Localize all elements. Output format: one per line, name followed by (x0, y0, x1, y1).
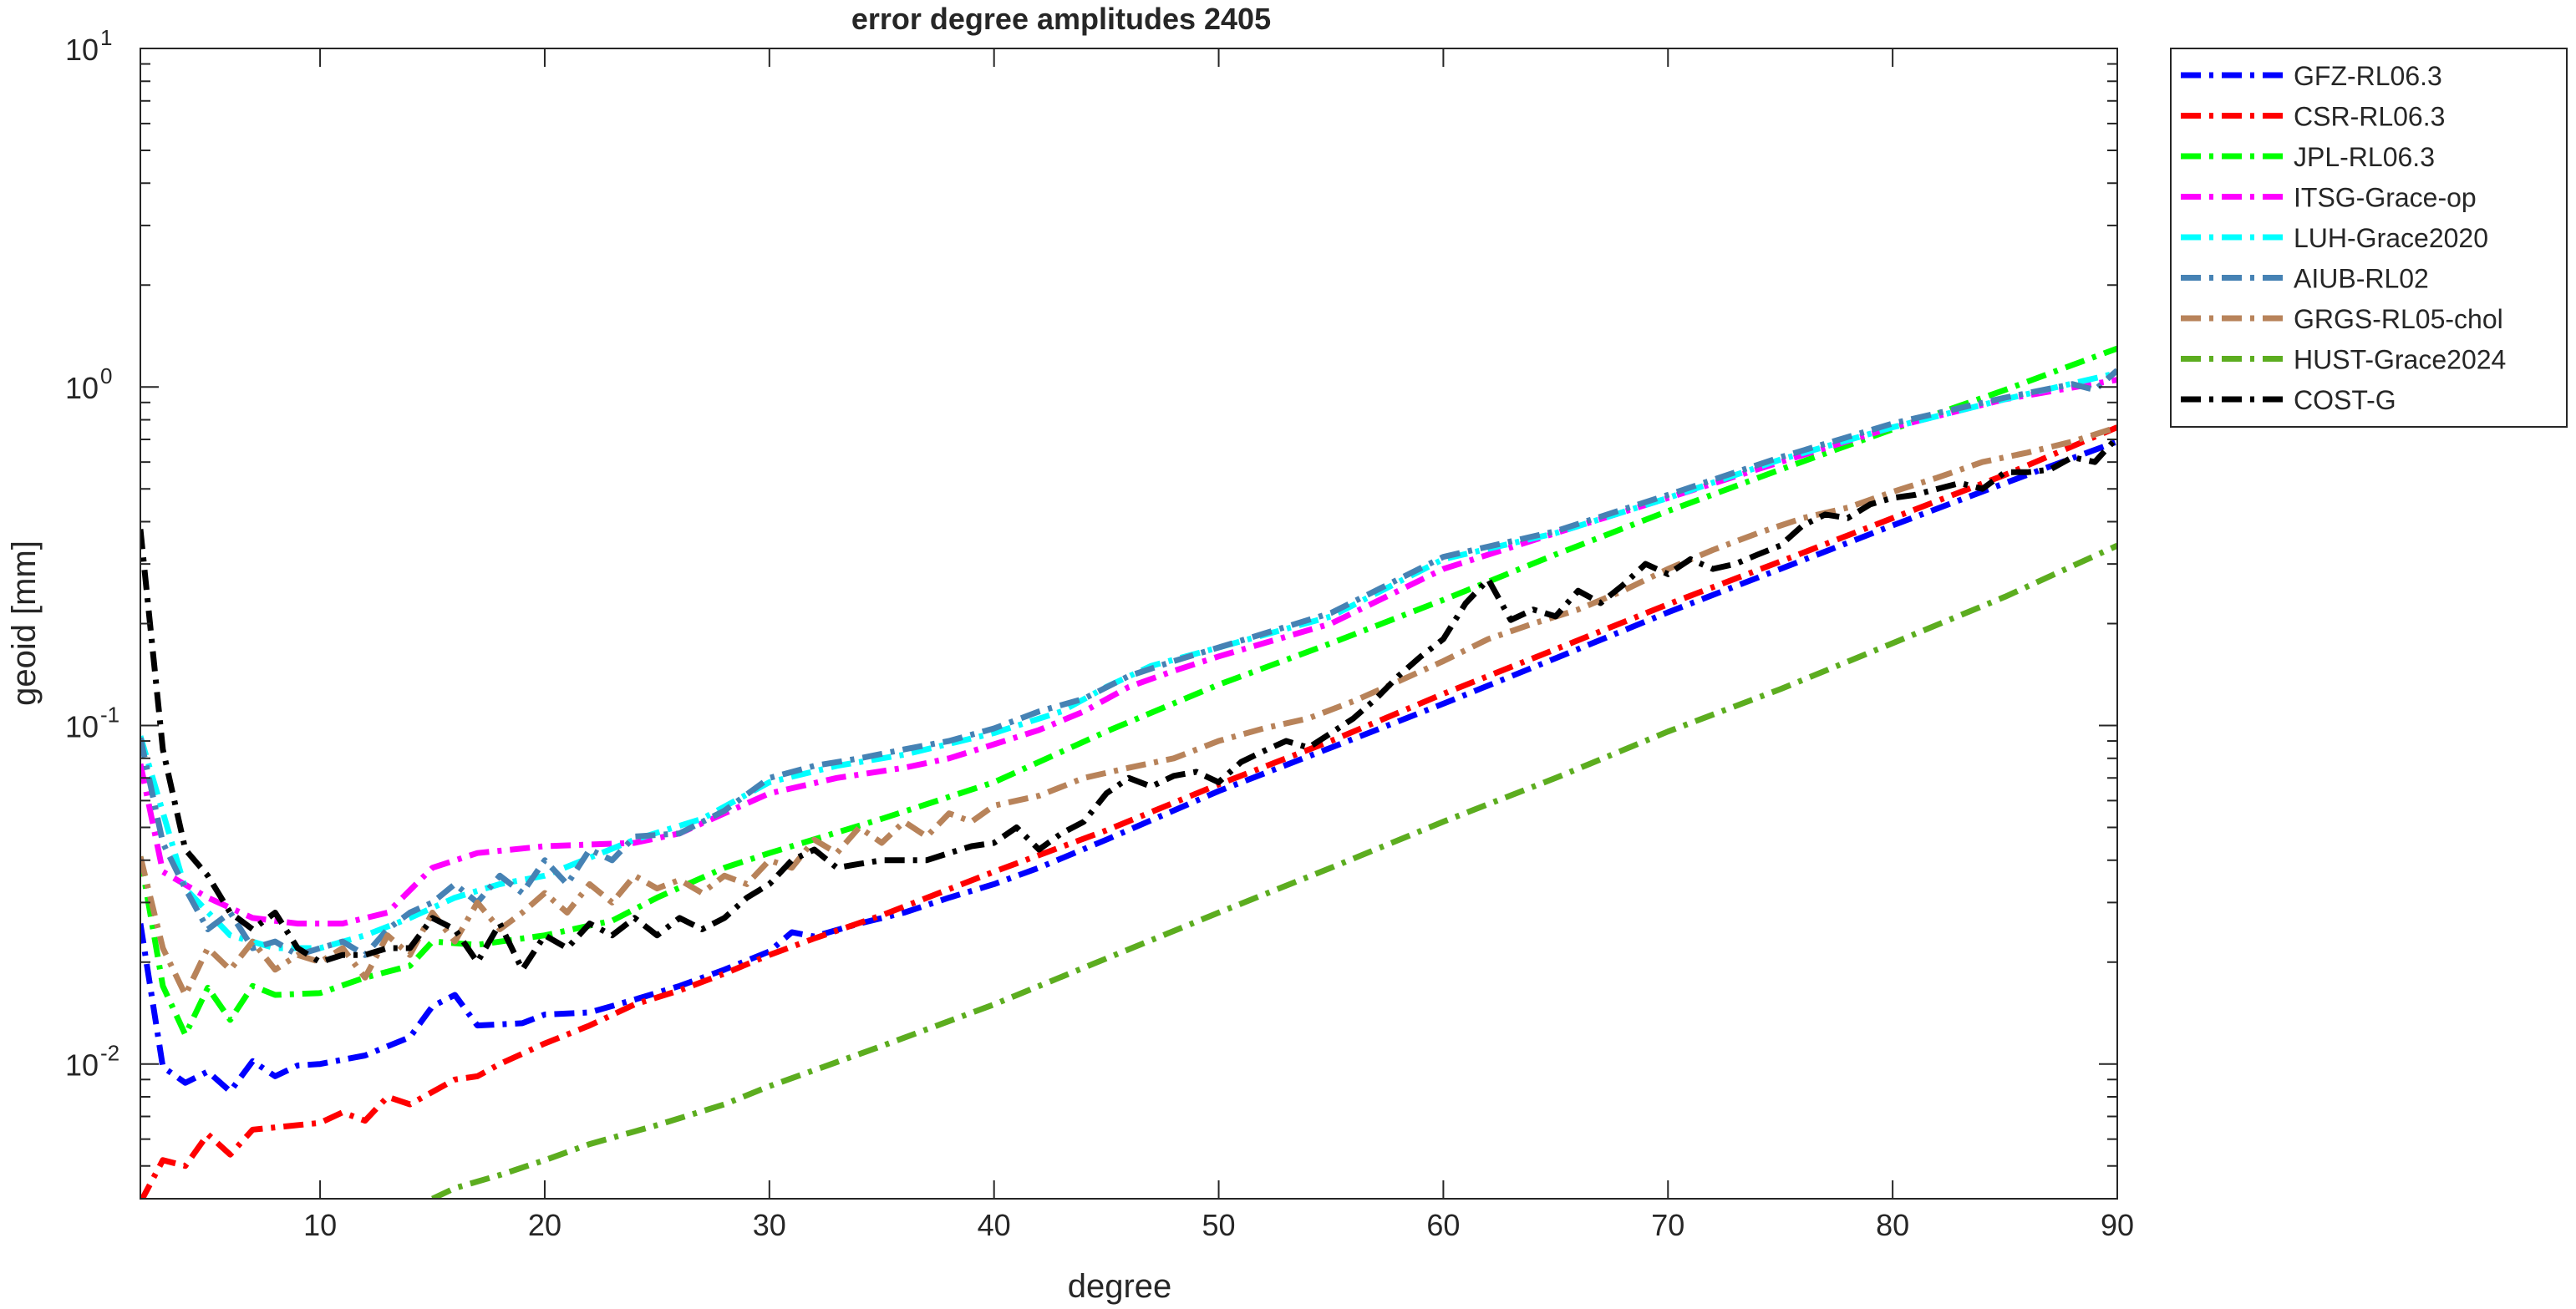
y-tick-label: 10 -2 (65, 1041, 119, 1083)
x-tick-label: 20 (528, 1208, 561, 1242)
legend-label: LUH-Grace2020 (2294, 223, 2488, 253)
legend-item: JPL-RL06.3 (2181, 142, 2435, 172)
legend-label: JPL-RL06.3 (2294, 142, 2435, 172)
legend: GFZ-RL06.3 CSR-RL06.3 JPL-RL06.3 ITSG-Grace… (2170, 48, 2568, 428)
legend-item: GFZ-RL06.3 (2181, 61, 2442, 91)
legend-item: COST-G (2181, 385, 2396, 415)
legend-label: COST-G (2294, 385, 2396, 415)
series-line-grgs-rl05-chol (140, 424, 2117, 998)
x-axis: 10 20 30 40 50 60 70 80 90 (303, 48, 2134, 1242)
x-tick-label: 10 (303, 1208, 337, 1242)
y-tick-label-exponent: -2 (100, 1041, 119, 1066)
x-tick-label: 50 (1202, 1208, 1236, 1242)
legend-items: GFZ-RL06.3 CSR-RL06.3 JPL-RL06.3 ITSG-Grace… (2181, 61, 2506, 415)
x-tick-label: 30 (753, 1208, 786, 1242)
legend-item: AIUB-RL02 (2181, 264, 2429, 294)
y-tick-label-base: 10 (65, 33, 99, 67)
series-line-csr-rl06-3 (140, 424, 2117, 1199)
legend-item: GRGS-RL05-chol (2181, 304, 2503, 334)
x-tick-label: 90 (2101, 1208, 2134, 1242)
series-line-hust-grace2024 (431, 542, 2117, 1199)
y-axis-label: geoid [mm] (6, 540, 43, 706)
legend-label: HUST-Grace2024 (2294, 345, 2506, 375)
series-line-cost-g (140, 435, 2117, 973)
legend-label: AIUB-RL02 (2294, 264, 2429, 294)
y-tick-label-exponent: 0 (100, 363, 112, 388)
legend-label: ITSG-Grace-op (2294, 183, 2477, 213)
x-tick-label: 80 (1876, 1208, 1909, 1242)
y-tick-label: 10 0 (65, 363, 112, 405)
plot-background (140, 48, 2117, 1199)
y-tick-label: 10 1 (65, 25, 112, 67)
legend-label: CSR-RL06.3 (2294, 102, 2445, 132)
chart-title: error degree amplitudes 2405 (851, 2, 1271, 36)
y-tick-label-base: 10 (65, 709, 99, 743)
x-tick-label: 60 (1426, 1208, 1460, 1242)
series-layer (140, 345, 2117, 1199)
x-tick-label: 40 (978, 1208, 1011, 1242)
x-tick-label: 70 (1651, 1208, 1684, 1242)
legend-item: ITSG-Grace-op (2181, 183, 2477, 213)
y-tick-label-exponent: 1 (100, 25, 112, 50)
series-line-itsg-grace-op (140, 377, 2117, 927)
series-line-aiub-rl02 (140, 368, 2117, 958)
x-axis-label: degree (1068, 1268, 1172, 1305)
series-line-jpl-rl06-3 (140, 345, 2117, 1038)
legend-label: GRGS-RL05-chol (2294, 304, 2503, 334)
legend-label: GFZ-RL06.3 (2294, 61, 2442, 91)
legend-item: CSR-RL06.3 (2181, 102, 2445, 132)
legend-item: LUH-Grace2020 (2181, 223, 2488, 253)
legend-item: HUST-Grace2024 (2181, 345, 2506, 375)
y-tick-label-base: 10 (65, 371, 99, 405)
y-tick-label-base: 10 (65, 1048, 99, 1083)
y-tick-label: 10 -1 (65, 702, 119, 743)
y-tick-label-exponent: -1 (100, 702, 119, 727)
series-line-gfz-rl06-3 (140, 439, 2117, 1094)
